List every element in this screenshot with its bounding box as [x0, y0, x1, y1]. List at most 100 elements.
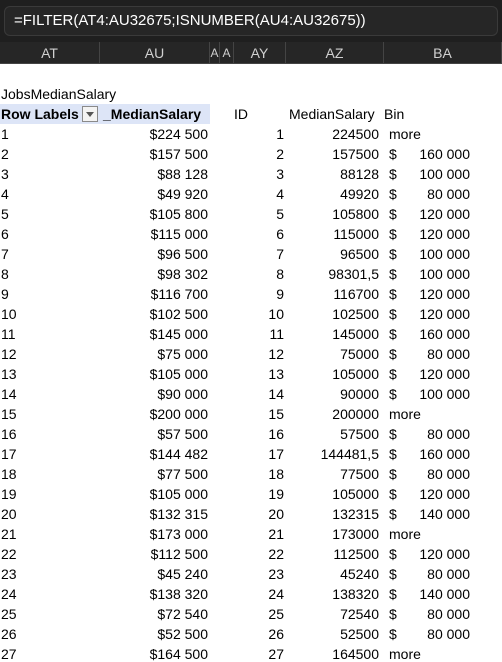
bin-currency-cell[interactable]: $: [389, 206, 397, 222]
id-cell[interactable]: 9: [276, 286, 284, 302]
bin-currency-cell[interactable]: $: [389, 146, 397, 162]
column-header-av[interactable]: A: [210, 42, 220, 64]
id-cell[interactable]: 20: [268, 506, 284, 522]
bin-currency-cell[interactable]: $: [389, 306, 397, 322]
row-label-cell[interactable]: 3: [1, 166, 9, 182]
median-salary-cell[interactable]: 115000: [333, 226, 379, 242]
id-cell[interactable]: 3: [276, 166, 284, 182]
id-cell[interactable]: 13: [268, 366, 284, 382]
bin-currency-cell[interactable]: $: [389, 266, 397, 282]
bin-value-cell[interactable]: 120 000: [419, 306, 470, 322]
row-label-cell[interactable]: 11: [1, 326, 16, 342]
median-salary-cell[interactable]: 75000: [340, 346, 379, 362]
pivot-value-cell[interactable]: $164 500: [149, 646, 208, 662]
id-cell[interactable]: 8: [276, 266, 284, 282]
bin-currency-cell[interactable]: $: [389, 326, 397, 342]
median-salary-cell[interactable]: 116700: [333, 286, 379, 302]
id-cell[interactable]: 2: [276, 146, 284, 162]
bin-value-cell[interactable]: 140 000: [419, 506, 470, 522]
row-label-cell[interactable]: 14: [1, 386, 17, 402]
column-header-ba[interactable]: BA: [384, 42, 502, 64]
bin-currency-cell[interactable]: $: [389, 446, 397, 462]
id-cell[interactable]: 6: [276, 226, 284, 242]
pivot-value-cell[interactable]: $77 500: [157, 466, 208, 482]
row-label-cell[interactable]: 5: [1, 206, 9, 222]
pivot-value-cell[interactable]: $115 000: [150, 226, 208, 242]
pivot-value-cell[interactable]: $200 000: [149, 406, 208, 422]
id-cell[interactable]: 23: [268, 566, 284, 582]
median-salary-cell[interactable]: 102500: [332, 306, 379, 322]
result-header-median[interactable]: MedianSalary: [289, 106, 375, 122]
median-salary-cell[interactable]: 88128: [340, 166, 379, 182]
median-salary-cell[interactable]: 105800: [332, 206, 379, 222]
pivot-value-cell[interactable]: $116 700: [150, 286, 208, 302]
bin-value-cell[interactable]: 80 000: [427, 626, 470, 642]
bin-currency-cell[interactable]: $: [389, 186, 397, 202]
row-label-cell[interactable]: 19: [1, 486, 17, 502]
bin-value-cell[interactable]: 160 000: [419, 326, 470, 342]
bin-value-cell[interactable]: 120 000: [419, 546, 470, 562]
column-header-au[interactable]: AU: [100, 42, 210, 64]
bin-currency-cell[interactable]: $: [389, 466, 397, 482]
pivot-value-cell[interactable]: $98 302: [157, 266, 208, 282]
pivot-value-cell[interactable]: $132 315: [149, 506, 208, 522]
bin-value-cell[interactable]: 160 000: [419, 146, 470, 162]
median-salary-cell[interactable]: 49920: [340, 186, 379, 202]
bin-currency-cell[interactable]: $: [389, 546, 397, 562]
bin-value-cell[interactable]: 140 000: [419, 586, 470, 602]
bin-value-cell[interactable]: 80 000: [427, 186, 470, 202]
row-label-cell[interactable]: 16: [1, 426, 17, 442]
bin-currency-cell[interactable]: $: [389, 626, 397, 642]
bin-currency-cell[interactable]: $: [389, 286, 397, 302]
id-cell[interactable]: 26: [268, 626, 284, 642]
bin-value-cell[interactable]: 100 000: [419, 246, 470, 262]
row-label-cell[interactable]: 18: [1, 466, 17, 482]
row-label-cell[interactable]: 24: [1, 586, 17, 602]
median-salary-cell[interactable]: 96500: [340, 246, 379, 262]
id-cell[interactable]: 14: [268, 386, 284, 402]
bin-currency-cell[interactable]: $: [389, 386, 397, 402]
pivot-value-cell[interactable]: $105 800: [149, 206, 208, 222]
median-salary-cell[interactable]: 105000: [332, 366, 379, 382]
pivot-value-cell[interactable]: $157 500: [149, 146, 208, 162]
bin-value-cell[interactable]: 120 000: [419, 486, 470, 502]
bin-value-cell[interactable]: more: [389, 646, 421, 662]
id-cell[interactable]: 24: [268, 586, 284, 602]
bin-value-cell[interactable]: 80 000: [427, 426, 470, 442]
id-cell[interactable]: 22: [268, 546, 284, 562]
row-label-cell[interactable]: 6: [1, 226, 9, 242]
pivot-title[interactable]: JobsMedianSalary: [1, 86, 117, 102]
bin-value-cell[interactable]: 120 000: [419, 366, 470, 382]
id-cell[interactable]: 17: [268, 446, 284, 462]
id-cell[interactable]: 1: [276, 126, 284, 142]
median-salary-cell[interactable]: 145000: [332, 326, 379, 342]
bin-currency-cell[interactable]: $: [389, 606, 397, 622]
pivot-value-cell[interactable]: $96 500: [157, 246, 208, 262]
bin-currency-cell[interactable]: $: [389, 506, 397, 522]
bin-currency-cell[interactable]: $: [389, 426, 397, 442]
row-label-cell[interactable]: 27: [1, 646, 17, 662]
median-salary-cell[interactable]: 112500: [333, 546, 379, 562]
id-cell[interactable]: 16: [268, 426, 284, 442]
bin-value-cell[interactable]: more: [389, 406, 421, 422]
pivot-value-cell[interactable]: $45 240: [157, 566, 208, 582]
row-label-cell[interactable]: 4: [1, 186, 9, 202]
bin-value-cell[interactable]: 80 000: [427, 566, 470, 582]
bin-value-cell[interactable]: 100 000: [419, 166, 470, 182]
id-cell[interactable]: 7: [276, 246, 284, 262]
bin-value-cell[interactable]: 80 000: [427, 606, 470, 622]
median-salary-cell[interactable]: 90000: [340, 386, 379, 402]
pivot-value-cell[interactable]: $105 000: [149, 366, 208, 382]
id-cell[interactable]: 18: [268, 466, 284, 482]
pivot-value-cell[interactable]: $105 000: [149, 486, 208, 502]
median-salary-cell[interactable]: 45240: [340, 566, 379, 582]
pivot-value-cell[interactable]: $75 000: [157, 346, 208, 362]
bin-value-cell[interactable]: 120 000: [419, 206, 470, 222]
pivot-value-cell[interactable]: $52 500: [157, 626, 208, 642]
row-label-cell[interactable]: 9: [1, 286, 9, 302]
result-header-bin[interactable]: Bin: [384, 106, 405, 122]
id-cell[interactable]: 12: [268, 346, 284, 362]
column-header-at[interactable]: AT: [0, 42, 100, 64]
column-header-az[interactable]: AZ: [286, 42, 384, 64]
median-salary-cell[interactable]: 173000: [332, 526, 379, 542]
